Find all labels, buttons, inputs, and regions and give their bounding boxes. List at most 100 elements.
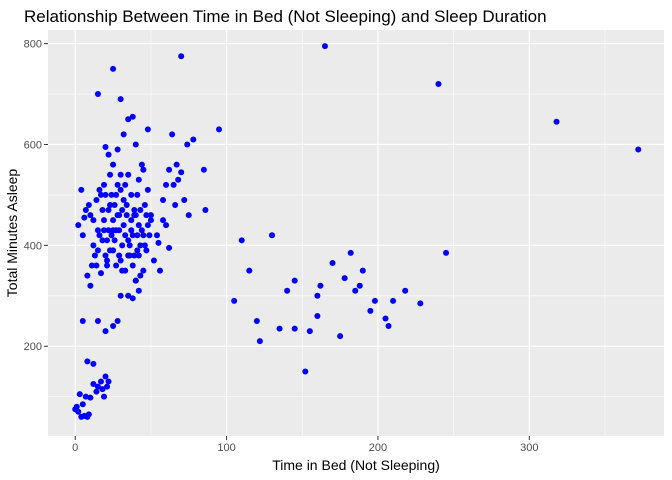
y-tick-label: 200	[24, 341, 42, 353]
data-point	[321, 43, 328, 50]
data-point	[138, 161, 145, 168]
data-point	[122, 181, 129, 188]
data-point	[101, 217, 107, 224]
data-point	[147, 212, 154, 219]
data-point	[140, 166, 147, 173]
data-point	[90, 242, 97, 249]
major-gridlines	[48, 30, 664, 436]
data-point	[111, 202, 118, 209]
data-point	[134, 191, 141, 198]
data-point	[140, 267, 147, 274]
data-point	[84, 272, 91, 279]
data-point	[129, 232, 136, 239]
data-point	[155, 239, 162, 246]
data-point	[126, 242, 133, 249]
x-axis-title: Time in Bed (Not Sleeping)	[272, 457, 440, 473]
data-point	[129, 295, 136, 302]
data-point	[93, 388, 100, 395]
data-point	[78, 186, 85, 193]
data-point	[99, 237, 106, 244]
data-point	[90, 381, 97, 388]
data-point	[131, 212, 138, 219]
data-point	[90, 360, 97, 367]
data-point	[110, 161, 117, 168]
data-point	[116, 252, 123, 259]
minor-gridlines	[48, 30, 664, 436]
data-point	[125, 292, 132, 299]
data-point	[94, 318, 101, 325]
data-point	[101, 181, 107, 188]
data-point	[135, 222, 142, 229]
data-point	[96, 232, 103, 239]
data-point	[104, 237, 111, 244]
data-point	[246, 267, 253, 274]
data-point	[79, 318, 86, 325]
data-point	[85, 202, 92, 209]
data-point	[134, 232, 141, 239]
data-point	[82, 207, 89, 214]
data-point	[102, 144, 109, 151]
data-point	[85, 411, 92, 418]
data-point	[101, 393, 107, 400]
data-point	[97, 270, 104, 277]
data-point	[144, 186, 151, 193]
data-point	[256, 338, 263, 345]
data-point	[314, 292, 321, 299]
data-point	[150, 257, 157, 264]
data-point	[96, 186, 103, 193]
x-tick-label: 0	[72, 442, 78, 454]
data-point	[137, 272, 144, 279]
data-point	[107, 171, 114, 178]
data-point	[122, 232, 129, 239]
data-point	[134, 247, 141, 254]
data-point	[131, 252, 138, 259]
data-point	[108, 232, 115, 239]
data-point	[113, 191, 120, 198]
data-point	[107, 202, 114, 209]
data-point	[138, 227, 145, 234]
data-point	[143, 212, 150, 219]
data-points	[72, 43, 642, 420]
data-point	[417, 300, 424, 307]
axis-ticks	[44, 43, 530, 440]
data-point	[91, 252, 98, 259]
data-point	[82, 393, 89, 400]
data-point	[94, 383, 101, 390]
data-point	[147, 217, 154, 224]
data-point	[114, 181, 121, 188]
data-point	[120, 222, 127, 229]
data-point	[102, 191, 109, 198]
data-point	[102, 252, 109, 259]
data-point	[107, 247, 114, 254]
data-point	[97, 378, 104, 385]
data-point	[341, 275, 348, 282]
data-point	[117, 186, 124, 193]
data-point	[125, 237, 132, 244]
data-point	[276, 325, 283, 332]
x-tick-label: 300	[520, 442, 538, 454]
data-point	[123, 202, 130, 209]
data-point	[123, 212, 130, 219]
data-point	[137, 207, 144, 214]
data-point	[231, 297, 238, 304]
data-point	[105, 207, 112, 214]
data-point	[347, 249, 354, 256]
data-point	[367, 307, 374, 314]
data-point	[291, 325, 298, 332]
plot-panel	[48, 30, 664, 436]
data-point	[200, 166, 207, 173]
data-point	[317, 282, 324, 289]
data-point	[253, 318, 260, 325]
data-point	[173, 161, 180, 168]
data-point	[135, 252, 142, 259]
x-tick-label: 100	[217, 442, 235, 454]
data-point	[140, 232, 147, 239]
data-point	[113, 262, 120, 269]
data-point	[105, 151, 112, 158]
data-point	[385, 323, 392, 330]
data-point	[185, 212, 192, 219]
data-point	[128, 227, 135, 234]
data-point	[79, 232, 86, 239]
data-point	[105, 227, 112, 234]
data-point	[116, 212, 123, 219]
